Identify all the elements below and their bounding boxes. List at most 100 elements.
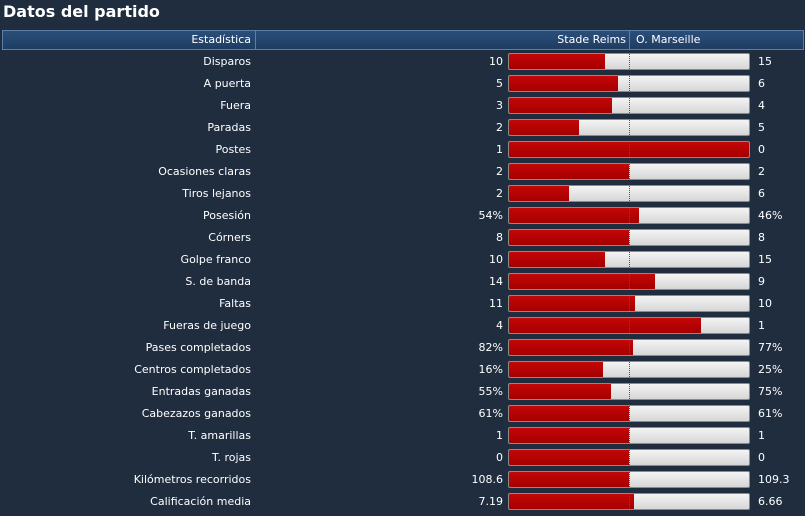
comparison-bar xyxy=(508,383,750,400)
home-share-fill xyxy=(509,120,579,135)
home-value: 2 xyxy=(496,165,503,178)
column-header-stat[interactable]: Estadística xyxy=(3,31,256,49)
stat-row: Tiros lejanos 2 6 xyxy=(0,183,805,205)
comparison-bar xyxy=(508,405,750,422)
comparison-bar xyxy=(508,295,750,312)
stat-label: Faltas xyxy=(219,297,251,310)
away-value: 10 xyxy=(758,297,772,310)
home-value: 14 xyxy=(489,275,503,288)
home-share-fill xyxy=(509,274,656,289)
stat-label: Fuera xyxy=(220,99,251,112)
home-value: 2 xyxy=(496,121,503,134)
home-value: 10 xyxy=(489,55,503,68)
stat-label: Pases completados xyxy=(145,341,251,354)
stat-row: Fueras de juego 4 1 xyxy=(0,315,805,337)
home-share-fill xyxy=(509,296,635,311)
comparison-bar xyxy=(508,273,750,290)
home-share-fill xyxy=(509,252,605,267)
comparison-bar xyxy=(508,317,750,334)
stat-label: Calificación media xyxy=(150,495,251,508)
stat-row: Paradas 2 5 xyxy=(0,117,805,139)
home-value: 11 xyxy=(489,297,503,310)
midpoint-marker xyxy=(629,186,630,201)
away-value: 0 xyxy=(758,143,765,156)
stat-row: Calificación media 7.19 6.66 xyxy=(0,491,805,513)
stat-label: T. rojas xyxy=(212,451,251,464)
home-value: 10 xyxy=(489,253,503,266)
comparison-bar xyxy=(508,75,750,92)
home-share-fill xyxy=(509,164,629,179)
stat-label: Kilómetros recorridos xyxy=(133,473,251,486)
midpoint-marker xyxy=(629,142,630,157)
stat-label: T. amarillas xyxy=(188,429,251,442)
home-share-fill xyxy=(509,230,629,245)
midpoint-marker xyxy=(629,120,630,135)
midpoint-marker xyxy=(629,406,630,421)
away-value: 15 xyxy=(758,55,772,68)
home-value: 55% xyxy=(478,385,503,398)
home-value: 108.6 xyxy=(471,473,504,486)
home-share-fill xyxy=(509,318,701,333)
stat-label: Fueras de juego xyxy=(163,319,251,332)
column-header-home-team[interactable]: Stade Reims xyxy=(257,31,630,49)
stat-label: Cabezazos ganados xyxy=(141,407,251,420)
stat-label: Tiros lejanos xyxy=(182,187,251,200)
away-value: 61% xyxy=(758,407,783,420)
home-value: 2 xyxy=(496,187,503,200)
home-share-fill xyxy=(509,384,611,399)
home-share-fill xyxy=(509,98,613,113)
away-value: 109.3 xyxy=(758,473,790,486)
stat-label: S. de banda xyxy=(185,275,251,288)
home-value: 4 xyxy=(496,319,503,332)
comparison-bar xyxy=(508,493,750,510)
home-value: 16% xyxy=(478,363,503,376)
home-value: 1 xyxy=(496,429,503,442)
midpoint-marker xyxy=(629,384,630,399)
comparison-bar xyxy=(508,339,750,356)
comparison-bar xyxy=(508,449,750,466)
panel-title: Datos del partido xyxy=(3,2,160,21)
stat-label: Paradas xyxy=(207,121,251,134)
midpoint-marker xyxy=(629,252,630,267)
comparison-bar xyxy=(508,251,750,268)
stat-row: Ocasiones claras 2 2 xyxy=(0,161,805,183)
comparison-bar xyxy=(508,141,750,158)
stat-row: Entradas ganadas 55% 75% xyxy=(0,381,805,403)
midpoint-marker xyxy=(629,76,630,91)
stat-row: A puerta 5 6 xyxy=(0,73,805,95)
column-header-away-team[interactable]: O. Marseille xyxy=(636,33,701,46)
stat-label: Córners xyxy=(208,231,251,244)
home-share-fill xyxy=(509,362,603,377)
stat-row: Disparos 10 15 xyxy=(0,51,805,73)
home-value: 3 xyxy=(496,99,503,112)
stat-row: Faltas 11 10 xyxy=(0,293,805,315)
midpoint-marker xyxy=(629,98,630,113)
away-value: 6 xyxy=(758,77,765,90)
away-value: 8 xyxy=(758,231,765,244)
away-value: 77% xyxy=(758,341,783,354)
midpoint-marker xyxy=(629,54,630,69)
home-share-fill xyxy=(509,186,569,201)
home-share-fill xyxy=(509,494,634,509)
stat-row: Cabezazos ganados 61% 61% xyxy=(0,403,805,425)
away-value: 75% xyxy=(758,385,783,398)
away-value: 0 xyxy=(758,451,765,464)
midpoint-marker xyxy=(629,472,630,487)
midpoint-marker xyxy=(629,274,630,289)
comparison-bar xyxy=(508,361,750,378)
home-share-fill xyxy=(509,472,629,487)
stats-rows: Disparos 10 15 A puerta 5 6 Fuera 3 4 Paradas 2 5 Po… xyxy=(0,51,805,513)
stat-row: Posesión 54% 46% xyxy=(0,205,805,227)
stat-label: Disparos xyxy=(203,55,251,68)
home-share-fill xyxy=(509,54,605,69)
stats-table-header: Estadística Stade Reims O. Marseille xyxy=(2,30,804,50)
home-value: 61% xyxy=(478,407,503,420)
comparison-bar xyxy=(508,207,750,224)
away-value: 4 xyxy=(758,99,765,112)
stat-row: Kilómetros recorridos 108.6 109.3 xyxy=(0,469,805,491)
midpoint-marker xyxy=(629,164,630,179)
stat-row: S. de banda 14 9 xyxy=(0,271,805,293)
away-value: 1 xyxy=(758,319,765,332)
stat-label: Centros completados xyxy=(134,363,251,376)
stat-row: Postes 1 0 xyxy=(0,139,805,161)
